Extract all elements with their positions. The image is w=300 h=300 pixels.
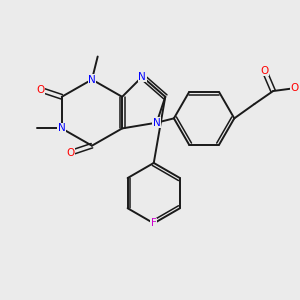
Text: N: N bbox=[153, 118, 160, 128]
Text: O: O bbox=[36, 85, 44, 94]
Text: N: N bbox=[88, 74, 96, 85]
Text: F: F bbox=[151, 218, 157, 228]
Text: O: O bbox=[260, 66, 268, 76]
Text: O: O bbox=[66, 148, 74, 158]
Text: O: O bbox=[291, 83, 299, 93]
Text: N: N bbox=[58, 123, 66, 134]
Text: N: N bbox=[138, 72, 146, 82]
